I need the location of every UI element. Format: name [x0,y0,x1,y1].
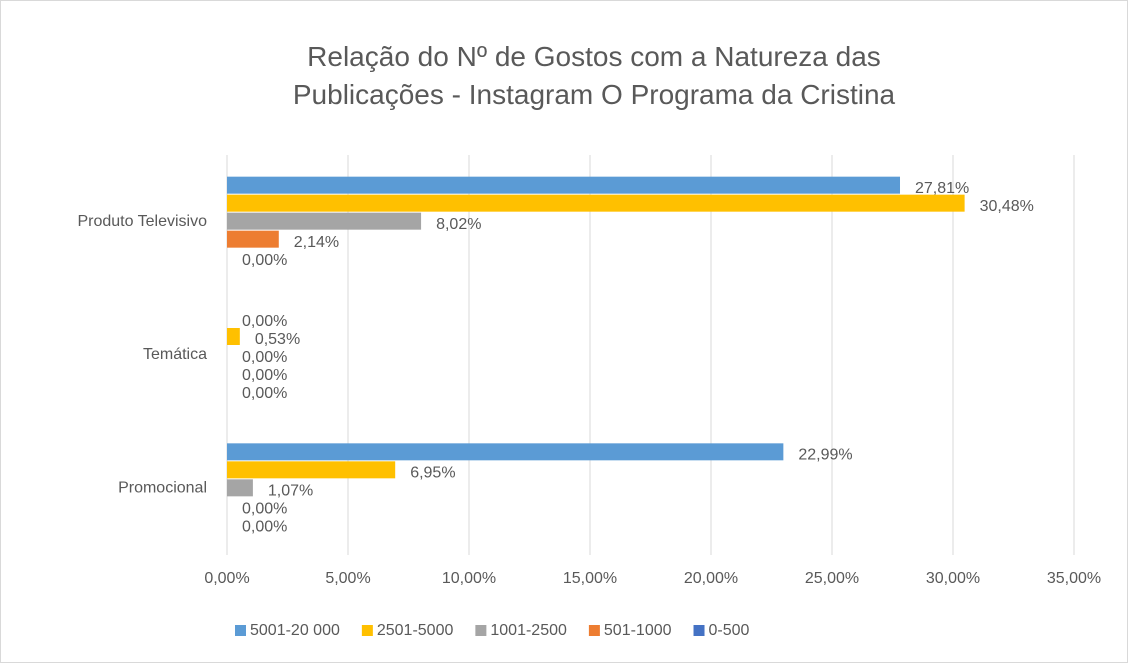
x-tick-label: 30,00% [926,570,980,587]
x-tick-label: 20,00% [684,570,738,587]
y-tick-label: Produto Televisivo [77,213,207,230]
legend-label: 5001-20 000 [250,622,340,639]
bar [227,461,396,479]
data-label: 8,02% [436,216,481,233]
bar [227,212,422,230]
data-label: 2,14% [294,234,339,251]
bar [227,328,240,345]
data-label: 0,00% [242,349,287,366]
legend-label: 1001-2500 [490,622,567,639]
legend-swatch [361,625,373,636]
data-label: 0,00% [242,313,287,330]
data-label: 6,95% [410,465,455,482]
data-label: 0,00% [242,501,287,518]
legend-swatch [693,625,705,636]
x-tick-label: 35,00% [1047,570,1101,587]
data-label: 30,48% [980,198,1034,215]
bar [227,479,253,497]
legend-label: 0-500 [709,622,750,639]
x-tick-label: 10,00% [442,570,496,587]
legend-swatch [235,625,246,636]
data-label: 0,00% [242,519,287,536]
data-label: 0,53% [255,331,300,348]
x-tick-label: 15,00% [563,570,617,587]
data-label: 0,00% [242,252,287,269]
x-tick-label: 25,00% [805,570,859,587]
data-label: 22,99% [798,447,852,464]
data-label: 27,81% [915,180,969,197]
bar [227,176,901,194]
bar [227,443,784,461]
data-label: 1,07% [268,483,313,500]
legend-label: 501-1000 [604,622,672,639]
bar [227,230,279,248]
y-tick-label: Temática [143,346,207,363]
data-label: 0,00% [242,367,287,384]
legend-label: 2501-5000 [377,622,454,639]
x-tick-label: 0,00% [204,570,249,587]
y-tick-label: Promocional [118,480,207,497]
data-label: 0,00% [242,385,287,402]
legend-swatch [588,625,600,636]
bar [227,194,965,212]
x-tick-label: 5,00% [325,570,370,587]
chart-title: Relação do Nº de Gostos com a Natureza d… [292,41,896,110]
legend-swatch [475,625,487,636]
